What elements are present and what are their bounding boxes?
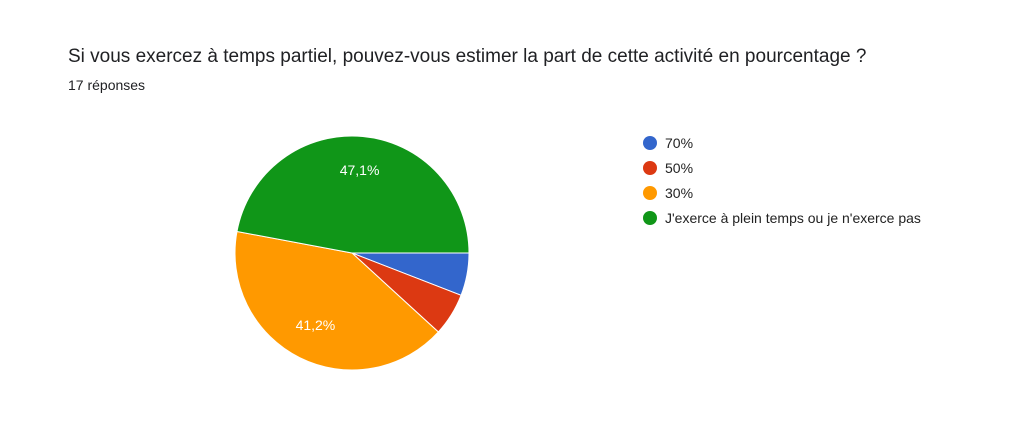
chart-title: Si vous exercez à temps partiel, pouvez-… (68, 46, 867, 67)
legend-swatch (643, 211, 657, 225)
legend-label: 50% (665, 160, 694, 176)
legend-item: 50% (643, 159, 935, 178)
legend-swatch (643, 136, 657, 150)
legend-swatch (643, 161, 657, 175)
legend-item: J'exerce à plein temps ou je n'exerce pa… (643, 209, 935, 228)
pie-slice (234, 230, 440, 371)
slice-label: 47,1% (340, 162, 380, 178)
legend: 70% 50% 30% J'exerce à plein temps ou je n'… (643, 134, 943, 234)
legend-swatch (643, 186, 657, 200)
legend-label: 30% (665, 185, 694, 201)
chart-subtitle: 17 réponses (68, 77, 146, 93)
pie-slice (236, 135, 470, 254)
legend-item: 30% (643, 184, 935, 203)
legend-item: 70% (643, 134, 935, 153)
slice-label: 41,2% (296, 317, 336, 333)
legend-label: J'exerce à plein temps ou je n'exerce pa… (665, 210, 921, 226)
legend-label: 70% (665, 135, 694, 151)
